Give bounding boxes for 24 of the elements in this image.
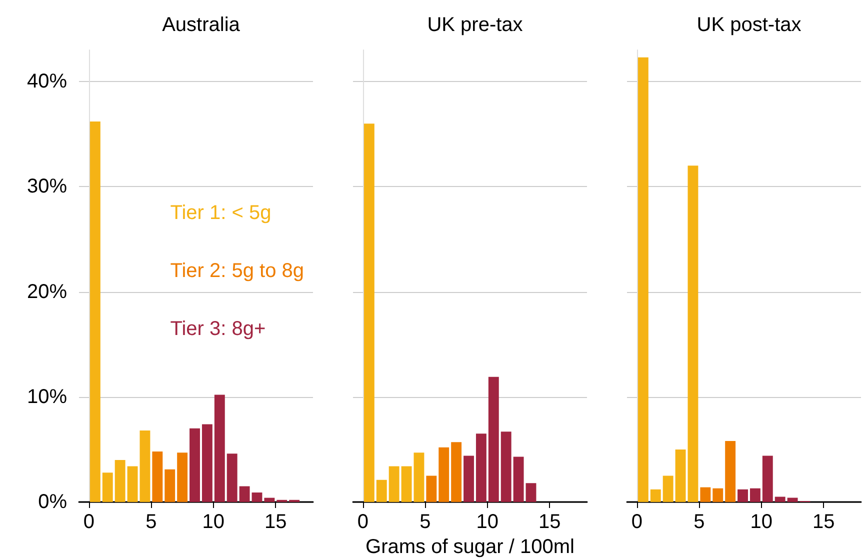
y-tick-label: 20% <box>26 280 68 303</box>
chart-title: UK post-tax <box>696 14 802 36</box>
x-tick-label: 5 <box>420 511 431 533</box>
y-tick-label: 30% <box>26 176 68 198</box>
x-tick-label: 0 <box>83 511 95 533</box>
x-tick-label: 0 <box>357 511 369 533</box>
x-tick-label: 0 <box>631 511 643 533</box>
text: Tier 3: 8g+ <box>170 318 266 340</box>
x-tick-label: 5 <box>694 511 705 533</box>
text: Tier 1: < 5g <box>170 202 272 224</box>
x-tick-label: 10 <box>202 511 225 533</box>
text: Tier 2: 5g to 8g <box>170 260 304 282</box>
y-tick-label: 10% <box>26 386 68 408</box>
y-tick-label: 0% <box>38 491 68 513</box>
chart-title: Australia <box>162 14 241 36</box>
x-tick-label: 15 <box>264 511 287 533</box>
x-tick-label: 5 <box>146 511 157 533</box>
x-tick-label: 15 <box>538 511 561 533</box>
x-axis-title: Grams of sugar / 100ml <box>366 536 574 558</box>
y-tick-label: 40% <box>26 70 68 93</box>
x-tick-label: 15 <box>812 511 835 533</box>
chart-title: UK pre-tax <box>427 14 523 36</box>
x-tick-label: 10 <box>476 511 499 533</box>
x-tick-label: 10 <box>750 511 773 533</box>
